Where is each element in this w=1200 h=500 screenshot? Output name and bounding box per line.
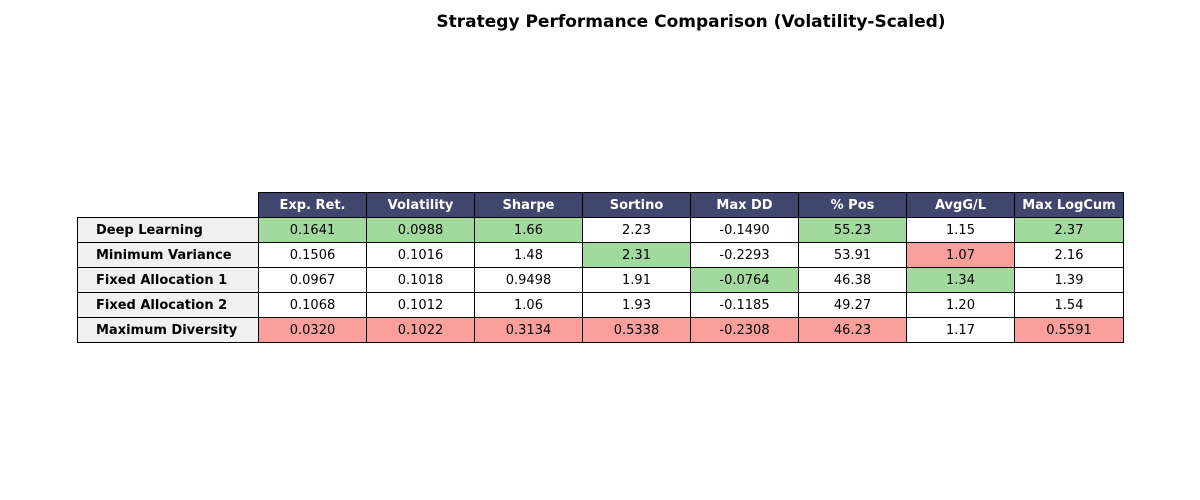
cell-deep-learning-max-dd: -0.1490 [690, 217, 799, 243]
cell-minimum-variance-pos: 53.91 [798, 242, 907, 268]
cell-maximum-diversity-pos: 46.23 [798, 317, 907, 343]
cell-fixed-allocation-2-pos: 49.27 [798, 292, 907, 318]
cell-fixed-allocation-2-sharpe: 1.06 [474, 292, 583, 318]
cell-maximum-diversity-avgg-l: 1.17 [906, 317, 1015, 343]
column-header-pos: % Pos [798, 192, 907, 218]
cell-deep-learning-exp-ret: 0.1641 [258, 217, 367, 243]
column-header-avgg-l: AvgG/L [906, 192, 1015, 218]
cell-maximum-diversity-volatility: 0.1022 [366, 317, 475, 343]
cell-fixed-allocation-1-max-logcum: 1.39 [1014, 267, 1124, 293]
cell-minimum-variance-exp-ret: 0.1506 [258, 242, 367, 268]
corner-cell [78, 193, 259, 218]
cell-minimum-variance-avgg-l: 1.07 [906, 242, 1015, 268]
row-label-deep-learning: Deep Learning [77, 217, 259, 243]
cell-minimum-variance-sortino: 2.31 [582, 242, 691, 268]
performance-table: Exp. Ret. Volatility Sharpe Sortino Max DD% … [77, 192, 1124, 343]
chart-title: Strategy Performance Comparison (Volatil… [436, 12, 946, 32]
cell-fixed-allocation-1-sortino: 1.91 [582, 267, 691, 293]
row-label-fixed-allocation-1: Fixed Allocation 1 [77, 267, 259, 293]
cell-maximum-diversity-max-dd: -0.2308 [690, 317, 799, 343]
cell-fixed-allocation-2-volatility: 0.1012 [366, 292, 475, 318]
cell-fixed-allocation-2-max-logcum: 1.54 [1014, 292, 1124, 318]
column-header-exp-ret: Exp. Ret. [258, 192, 367, 218]
cell-deep-learning-max-logcum: 2.37 [1014, 217, 1124, 243]
cell-fixed-allocation-2-avgg-l: 1.20 [906, 292, 1015, 318]
header-row: Exp. Ret. Volatility Sharpe Sortino Max DD% … [78, 192, 1124, 218]
cell-maximum-diversity-exp-ret: 0.0320 [258, 317, 367, 343]
cell-minimum-variance-max-logcum: 2.16 [1014, 242, 1124, 268]
cell-minimum-variance-volatility: 0.1016 [366, 242, 475, 268]
cell-fixed-allocation-1-max-dd: -0.0764 [690, 267, 799, 293]
cell-deep-learning-volatility: 0.0988 [366, 217, 475, 243]
cell-fixed-allocation-2-exp-ret: 0.1068 [258, 292, 367, 318]
cell-deep-learning-sortino: 2.23 [582, 217, 691, 243]
cell-minimum-variance-sharpe: 1.48 [474, 242, 583, 268]
column-header-volatility: Volatility [366, 192, 475, 218]
row-label-fixed-allocation-2: Fixed Allocation 2 [77, 292, 259, 318]
cell-minimum-variance-max-dd: -0.2293 [690, 242, 799, 268]
cell-fixed-allocation-2-sortino: 1.93 [582, 292, 691, 318]
cell-fixed-allocation-1-volatility: 0.1018 [366, 267, 475, 293]
column-header-max-dd: Max DD [690, 192, 799, 218]
table-row: Minimum Variance 0.1506 0.1016 1.48 2.31 -0.2… [77, 242, 1124, 268]
row-label-minimum-variance: Minimum Variance [77, 242, 259, 268]
row-label-maximum-diversity: Maximum Diversity [77, 317, 259, 343]
table-row: Deep Learning 0.1641 0.0988 1.66 2.23 -0.1490… [77, 217, 1124, 243]
column-header-sortino: Sortino [582, 192, 691, 218]
cell-deep-learning-sharpe: 1.66 [474, 217, 583, 243]
column-header-max-logcum: Max LogCum [1014, 192, 1124, 218]
table-body: Deep Learning 0.1641 0.0988 1.66 2.23 -0.1490… [77, 217, 1124, 343]
cell-fixed-allocation-1-exp-ret: 0.0967 [258, 267, 367, 293]
table-row: Fixed Allocation 2 0.1068 0.1012 1.06 1.93 -0… [77, 292, 1124, 318]
cell-deep-learning-pos: 55.23 [798, 217, 907, 243]
column-header-sharpe: Sharpe [474, 192, 583, 218]
cell-maximum-diversity-max-logcum: 0.5591 [1014, 317, 1124, 343]
table-row: Maximum Diversity 0.0320 0.1022 0.3134 0.533… [77, 317, 1124, 343]
cell-maximum-diversity-sortino: 0.5338 [582, 317, 691, 343]
cell-fixed-allocation-2-max-dd: -0.1185 [690, 292, 799, 318]
cell-fixed-allocation-1-avgg-l: 1.34 [906, 267, 1015, 293]
cell-fixed-allocation-1-sharpe: 0.9498 [474, 267, 583, 293]
table-header: Exp. Ret. Volatility Sharpe Sortino Max DD% … [78, 192, 1124, 218]
table-row: Fixed Allocation 1 0.0967 0.1018 0.9498 1.91… [77, 267, 1124, 293]
cell-maximum-diversity-sharpe: 0.3134 [474, 317, 583, 343]
cell-deep-learning-avgg-l: 1.15 [906, 217, 1015, 243]
cell-fixed-allocation-1-pos: 46.38 [798, 267, 907, 293]
